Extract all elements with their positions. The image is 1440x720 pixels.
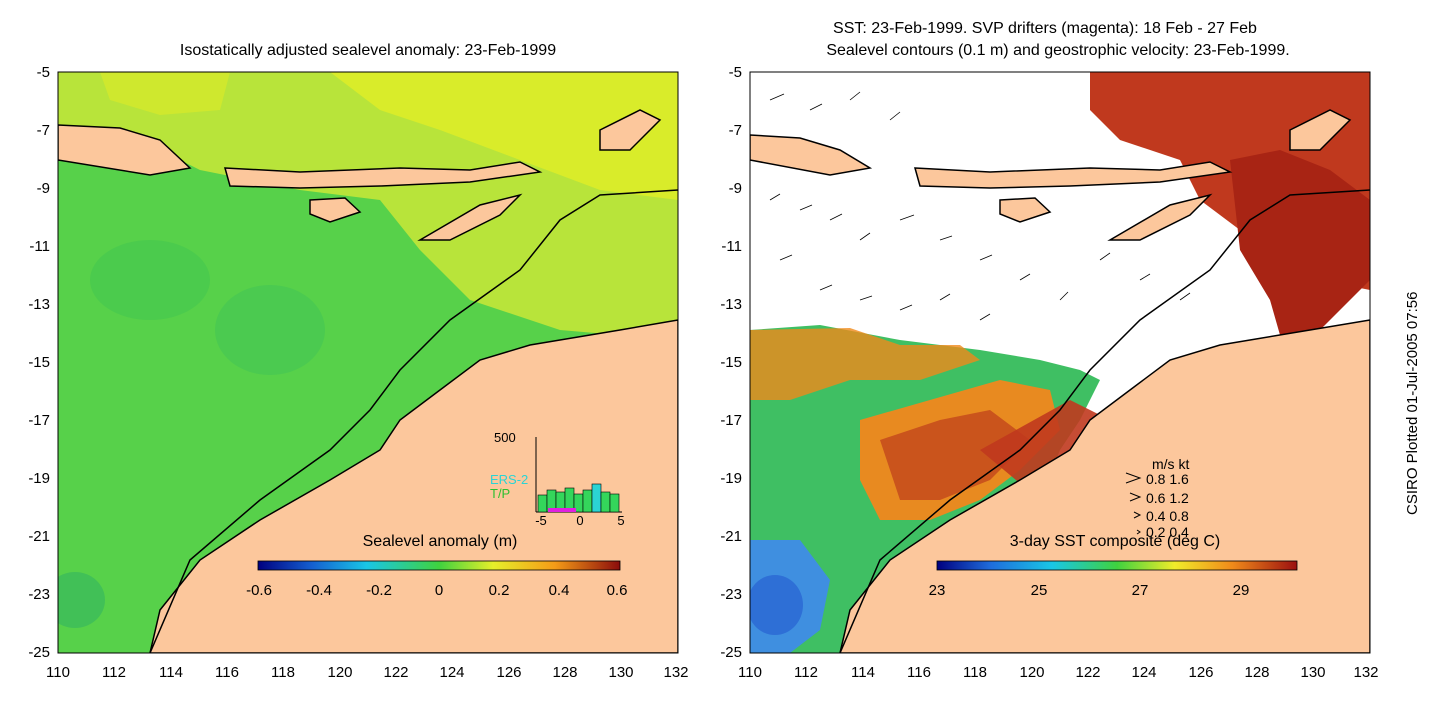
velocity-arrows xyxy=(769,91,1191,321)
velocity-legend-row: 0.6 1.2 xyxy=(1146,490,1189,506)
x-tick: 122 xyxy=(383,664,409,681)
x-tick: 130 xyxy=(1300,664,1326,681)
left-title: Isostatically adjusted sealevel anomaly:… xyxy=(179,42,557,59)
sst-tick: 27 xyxy=(1131,582,1149,599)
x-tick: 128 xyxy=(552,664,578,681)
x-tick: 118 xyxy=(271,664,295,681)
velocity-legend-row: 0.2 0.4 xyxy=(1146,524,1189,540)
x-tick: 112 xyxy=(102,664,126,681)
velocity-legend-row: 0.8 1.6 xyxy=(1146,471,1189,487)
inset-x-tick: 0 xyxy=(576,513,584,528)
y-tick: -9 xyxy=(36,180,50,197)
right-title-line1: SST: 23-Feb-1999. SVP drifters (magenta)… xyxy=(833,20,1257,37)
y-tick: -21 xyxy=(720,528,742,545)
y-tick: -9 xyxy=(728,180,742,197)
x-tick: 128 xyxy=(1244,664,1270,681)
y-tick: -19 xyxy=(720,470,742,487)
inset-x-tick: -5 xyxy=(535,513,547,528)
y-tick: -5 xyxy=(36,64,50,81)
y-tick: -21 xyxy=(28,528,50,545)
x-tick: 116 xyxy=(907,664,931,681)
x-tick: 124 xyxy=(1131,664,1157,681)
inset-x-tick: 5 xyxy=(617,513,625,528)
x-tick: 120 xyxy=(327,664,353,681)
x-tick: 126 xyxy=(496,664,522,681)
x-tick: 132 xyxy=(663,664,689,681)
sla-tick: -0.2 xyxy=(366,582,392,599)
inset-ymax-label: 500 xyxy=(494,430,516,445)
inset-histogram xyxy=(535,437,622,513)
right-map-field xyxy=(750,72,1370,653)
x-tick: 114 xyxy=(851,664,875,681)
side-plot-label: CSIRO Plotted 01-Jul-2005 07:56 xyxy=(1404,291,1421,515)
y-tick: -11 xyxy=(721,238,742,255)
x-tick: 118 xyxy=(963,664,987,681)
x-tick: 116 xyxy=(215,664,239,681)
sla-tick: 0.6 xyxy=(606,582,628,599)
sst-colorbar xyxy=(936,560,1298,571)
y-tick: -25 xyxy=(720,644,742,661)
x-tick: 126 xyxy=(1188,664,1214,681)
left-map-field xyxy=(58,72,678,653)
x-tick: 132 xyxy=(1353,664,1379,681)
y-tick: -23 xyxy=(720,586,742,603)
left-colorbar-label: Sealevel anomaly (m) xyxy=(362,533,518,550)
sla-colorbar xyxy=(257,560,621,571)
y-tick: -17 xyxy=(720,412,742,429)
y-tick: -25 xyxy=(28,644,50,661)
inset-series-ers2: ERS-2 xyxy=(490,472,529,487)
x-tick: 112 xyxy=(794,664,818,681)
right-colorbar-label: 3-day SST composite (deg C) xyxy=(1009,533,1221,550)
velocity-legend-row: 0.4 0.8 xyxy=(1146,508,1189,524)
sst-tick: 25 xyxy=(1030,582,1048,599)
x-tick: 120 xyxy=(1019,664,1045,681)
y-tick: -17 xyxy=(28,412,50,429)
y-tick: -19 xyxy=(28,470,50,487)
sst-tick: 29 xyxy=(1232,582,1250,599)
sla-tick: 0.4 xyxy=(548,582,570,599)
y-tick: -5 xyxy=(728,64,742,81)
y-tick: -7 xyxy=(36,122,50,139)
velocity-legend-arrows xyxy=(1125,472,1142,535)
sla-tick: 0 xyxy=(434,582,444,599)
y-tick: -13 xyxy=(28,296,50,313)
y-tick: -15 xyxy=(28,354,50,371)
sla-tick: 0.2 xyxy=(488,582,510,599)
y-tick: -13 xyxy=(720,296,742,313)
sst-tick: 23 xyxy=(928,582,946,599)
x-tick: 110 xyxy=(46,664,70,681)
y-tick: -11 xyxy=(29,238,50,255)
java-sumbawa-land xyxy=(58,124,192,176)
y-tick: -7 xyxy=(728,122,742,139)
x-tick: 110 xyxy=(738,664,762,681)
x-tick: 114 xyxy=(159,664,183,681)
inset-series-tp: T/P xyxy=(490,486,511,501)
x-tick: 122 xyxy=(1075,664,1101,681)
right-title-line2: Sealevel contours (0.1 m) and geostrophi… xyxy=(826,42,1290,59)
y-tick: -23 xyxy=(28,586,50,603)
sla-tick: -0.6 xyxy=(246,582,272,599)
x-tick: 130 xyxy=(608,664,634,681)
y-tick: -15 xyxy=(720,354,742,371)
velocity-legend-header: m/s kt xyxy=(1152,456,1190,472)
x-tick: 124 xyxy=(439,664,465,681)
sla-tick: -0.4 xyxy=(306,582,332,599)
